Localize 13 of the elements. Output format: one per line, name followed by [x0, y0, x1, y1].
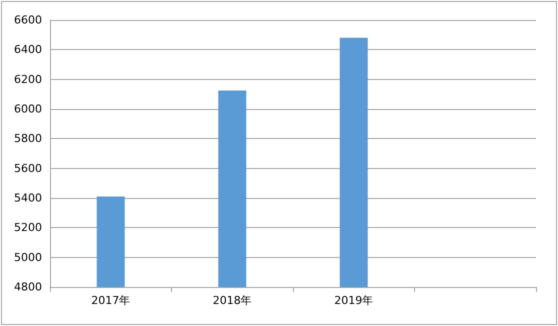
x-tick-label: 2017年 [91, 294, 130, 307]
x-tick-label: 2018年 [212, 294, 252, 307]
y-tick-label: 6600 [14, 14, 42, 26]
y-tick-label: 6000 [14, 102, 42, 116]
y-tick-label: 5800 [14, 132, 42, 146]
y-tick-label: 5200 [14, 221, 42, 234]
x-tick-label: 2019年 [334, 294, 374, 307]
y-tick-label: 5000 [14, 250, 42, 264]
y-tick-label: 5600 [14, 162, 42, 175]
y-tick-label: 6200 [14, 72, 42, 86]
y-tick-label: 6400 [14, 43, 42, 56]
y-tick-label: 4800 [14, 280, 42, 294]
y-tick-label: 5400 [14, 192, 42, 204]
